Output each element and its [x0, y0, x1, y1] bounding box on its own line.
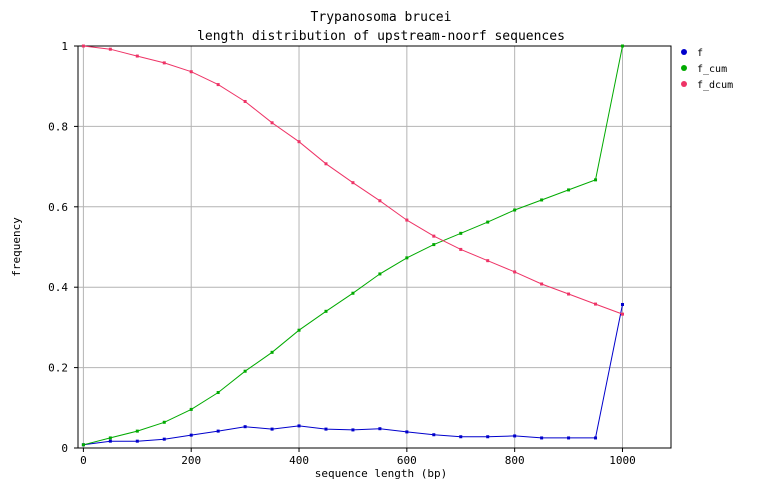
legend-marker-f-dcum: [681, 81, 687, 87]
data-point-f-cum: [459, 231, 463, 235]
series-group: [81, 44, 624, 447]
y-tick-label: 1: [61, 40, 68, 53]
data-point-f-dcum: [567, 292, 571, 296]
data-point-f: [486, 435, 490, 439]
data-point-f: [432, 433, 436, 437]
chart-title: Trypanosoma brucei: [311, 10, 452, 25]
data-point-f-dcum: [189, 70, 193, 74]
axes: 0 200 400 600 800 1000 0 0.2 0.4 0.6 0.8 1: [48, 40, 636, 467]
series-line-f-cum: [83, 45, 623, 446]
y-tick-label: 0.8: [48, 120, 68, 133]
data-point-f-cum: [378, 272, 382, 276]
data-point-f-cum: [297, 328, 301, 332]
data-point-f: [620, 302, 624, 306]
data-point-f: [108, 439, 112, 443]
data-point-f: [351, 428, 355, 432]
x-tick-label: 0: [80, 454, 87, 467]
data-point-f-cum: [405, 256, 409, 260]
data-point-f-dcum: [324, 162, 328, 166]
data-point-f: [243, 425, 247, 429]
plot-frame: [77, 45, 672, 449]
data-point-f-cum: [243, 369, 247, 373]
data-point-f-cum: [513, 208, 517, 212]
data-point-f-cum: [216, 391, 220, 395]
data-point-f-dcum: [351, 181, 355, 185]
data-point-f-cum: [351, 291, 355, 295]
data-point-f: [162, 437, 166, 441]
y-tick-label: 0.4: [48, 281, 68, 294]
data-point-f: [216, 429, 220, 433]
legend-marker-f: [681, 49, 687, 55]
data-point-f: [378, 427, 382, 431]
x-tick-label: 600: [397, 454, 417, 467]
legend-label-f-dcum: f_dcum: [697, 80, 733, 91]
grid: [78, 45, 671, 449]
data-point-f: [513, 434, 517, 438]
data-point-f-cum: [594, 178, 598, 182]
data-point-f: [189, 433, 193, 437]
data-point-f-dcum: [243, 99, 247, 103]
data-point-f-cum: [324, 309, 328, 313]
data-point-f-cum: [135, 429, 139, 433]
data-point-f-dcum: [432, 234, 436, 238]
data-point-f-dcum: [620, 312, 624, 316]
x-axis-label: sequence length (bp): [315, 467, 447, 480]
data-point-f-dcum: [108, 47, 112, 51]
data-point-f-cum: [162, 420, 166, 424]
data-point-f-cum: [486, 220, 490, 224]
data-point-f: [567, 436, 571, 440]
data-point-f-dcum: [297, 140, 301, 144]
data-point-f: [594, 436, 598, 440]
legend: f f_cum f_dcum: [681, 48, 733, 91]
data-point-f-dcum: [81, 44, 85, 48]
y-tick-label: 0: [61, 442, 68, 455]
legend-marker-f-cum: [681, 65, 687, 71]
data-point-f-dcum: [405, 218, 409, 222]
data-point-f: [324, 427, 328, 431]
data-point-f-dcum: [216, 83, 220, 87]
legend-label-f: f: [697, 48, 703, 59]
y-tick-label: 0.6: [48, 201, 68, 214]
chart-subtitle: length distribution of upstream-noorf se…: [197, 29, 565, 44]
data-point-f-dcum: [594, 302, 598, 306]
data-point-f: [459, 435, 463, 439]
data-point-f: [270, 427, 274, 431]
x-tick-label: 200: [181, 454, 201, 467]
data-point-f-cum: [567, 188, 571, 192]
y-axis-label: frequency: [10, 217, 23, 277]
data-point-f-cum: [81, 443, 85, 447]
data-point-f: [540, 436, 544, 440]
x-tick-label: 1000: [609, 454, 636, 467]
data-point-f-cum: [270, 350, 274, 354]
y-tick-label: 0.2: [48, 362, 68, 375]
data-point-f-cum: [189, 407, 193, 411]
data-point-f-dcum: [540, 282, 544, 286]
data-point-f-dcum: [459, 247, 463, 251]
data-point-f: [405, 430, 409, 434]
data-point-f-cum: [620, 44, 624, 48]
x-tick-label: 400: [289, 454, 309, 467]
data-point-f-cum: [108, 436, 112, 440]
series-line-f-dcum: [83, 45, 623, 315]
x-tick-label: 800: [505, 454, 525, 467]
data-point-f-dcum: [135, 54, 139, 58]
legend-label-f-cum: f_cum: [697, 64, 727, 75]
data-point-f: [297, 424, 301, 428]
data-point-f: [135, 439, 139, 443]
data-point-f-dcum: [486, 259, 490, 263]
data-point-f-cum: [540, 198, 544, 202]
data-point-f-dcum: [513, 270, 517, 274]
data-point-f-dcum: [270, 121, 274, 125]
data-point-f-dcum: [162, 61, 166, 65]
data-point-f-dcum: [378, 199, 382, 203]
data-point-f-cum: [432, 243, 436, 247]
